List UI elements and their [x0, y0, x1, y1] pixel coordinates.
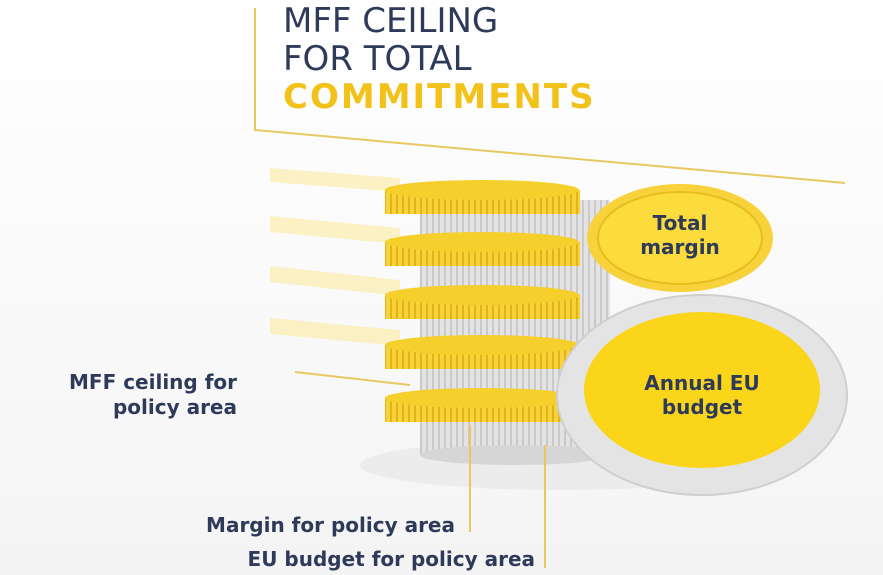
title-line-1: MFF CEILING	[283, 1, 498, 41]
label: Margin for policy area	[206, 513, 455, 537]
coin-label: budget	[662, 395, 743, 419]
label: EU budget for policy area	[248, 547, 535, 571]
diagram: MFF CEILING FOR TOTAL COMMITMENTS Total …	[0, 0, 883, 575]
label: policy area	[113, 395, 237, 419]
title-line-3: COMMITMENTS	[283, 77, 596, 117]
title-line-2: FOR TOTAL	[283, 39, 472, 79]
label: MFF ceiling for	[69, 370, 237, 394]
coin-label: Annual EU	[644, 371, 759, 395]
coin-label: margin	[640, 235, 720, 259]
coin-label: Total	[653, 211, 708, 235]
